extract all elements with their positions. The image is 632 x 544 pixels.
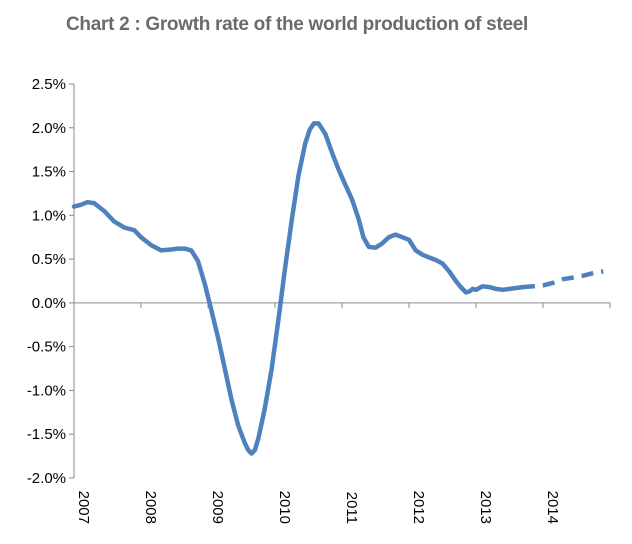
x-tick-label: 2007 — [75, 491, 92, 524]
y-tick-label: 0.5% — [32, 251, 66, 268]
x-tick-label: 2008 — [142, 491, 159, 524]
y-tick-label: 2.5% — [32, 76, 66, 93]
y-tick-label: 1.5% — [32, 164, 66, 181]
y-axis-labels: 2.5% 2.0% 1.5% 1.0% 0.5% 0.0% -0.5% -1.0% -1.5% -… — [27, 76, 66, 487]
x-tick-label: 2010 — [276, 491, 293, 524]
y-tick-label: -1.5% — [27, 426, 66, 443]
y-tick-label: -2.0% — [27, 470, 66, 487]
y-tick-label: -1.0% — [27, 382, 66, 399]
x-tick-label: 2014 — [544, 491, 561, 524]
x-axis-labels: 2007 2008 2009 2010 2011 2012 2013 2014 — [75, 491, 561, 524]
x-tick-label: 2011 — [343, 492, 360, 524]
y-tick-label: 2.0% — [32, 120, 66, 137]
x-tick-label: 2009 — [209, 491, 226, 524]
y-tick-label: -0.5% — [27, 339, 66, 356]
x-axis-ticks — [73, 302, 611, 308]
series-lines — [71, 121, 604, 456]
y-tick-label: 0.0% — [32, 295, 66, 312]
x-tick-label: 2013 — [477, 491, 494, 524]
y-axis-ticks — [69, 83, 74, 479]
y-tick-label: 1.0% — [32, 207, 66, 224]
actual-series-line — [71, 121, 526, 456]
forecast-series-line — [522, 269, 604, 290]
x-tick-label: 2012 — [410, 491, 427, 524]
chart-title: Chart 2 : Growth rate of the world produ… — [66, 14, 528, 35]
